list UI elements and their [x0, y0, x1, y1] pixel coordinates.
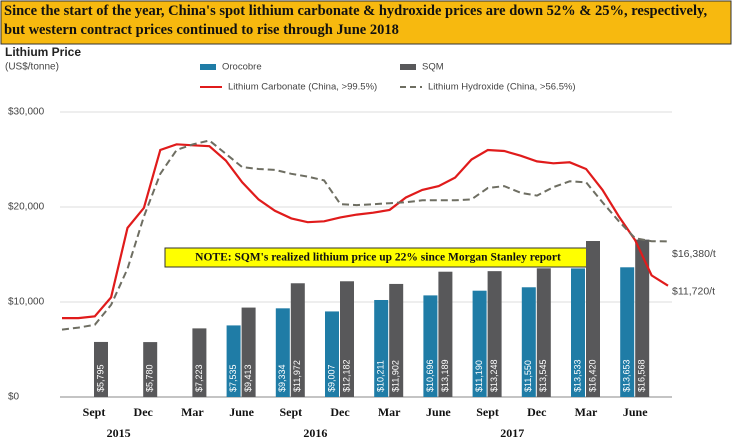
bar-value-label: $5,795 — [95, 364, 105, 392]
bar — [389, 283, 404, 397]
bar — [586, 241, 600, 397]
x-tick-label: Sept — [83, 405, 106, 419]
x-tick-label: Dec — [134, 405, 154, 419]
legend-label: SQM — [422, 62, 444, 73]
line — [61, 139, 669, 331]
year-label: 2016 — [303, 426, 327, 440]
bar-value-label: $13,533 — [572, 359, 582, 392]
x-tick-label: Sept — [476, 405, 499, 419]
x-tick-label: Dec — [330, 405, 350, 419]
title-banner — [0, 0, 732, 45]
bar-value-label: $9,007 — [326, 364, 336, 392]
year-label: 2017 — [500, 426, 524, 440]
x-tick-label: June — [426, 405, 451, 419]
bar — [340, 281, 354, 397]
bar — [571, 268, 585, 397]
bar — [325, 311, 339, 397]
note: NOTE: SQM's realized lithium price up 22… — [195, 252, 561, 264]
x-tick-label: Mar — [181, 405, 204, 419]
bar-value-label: $7,535 — [228, 364, 238, 392]
bar-value-label: $11,190 — [474, 360, 484, 392]
chart-title: Since the start of the year, China's spo… — [4, 3, 708, 38]
x-tick-label: Mar — [575, 405, 598, 419]
bar — [226, 325, 241, 397]
legend-label: Lithium Carbonate (China, >99.5%) — [228, 82, 377, 93]
bar-value-label: $16,568 — [637, 359, 647, 392]
year-label: 2015 — [107, 426, 131, 440]
y-tick-label: $0 — [8, 392, 20, 403]
bar-value-label: $13,545 — [538, 359, 548, 392]
x-tick-label: June — [229, 405, 254, 419]
bar-value-label: $16,420 — [587, 359, 597, 392]
bar — [472, 290, 487, 397]
x-tick-label: Mar — [378, 405, 401, 419]
bar — [192, 328, 207, 397]
title-wrap: Since the start of the year, China's spo… — [4, 3, 708, 38]
bar — [290, 283, 305, 397]
bar-value-label: $12,182 — [341, 359, 351, 392]
bar-value-label: $11,902 — [391, 360, 401, 392]
legend-label: Orocobre — [222, 62, 262, 73]
x-tick-label: Sept — [279, 405, 302, 419]
bar — [374, 299, 389, 397]
bar-value-label: $5,780 — [145, 364, 155, 392]
bar — [438, 271, 453, 397]
y-tick-label: $30,000 — [8, 107, 45, 118]
bar — [620, 267, 635, 397]
bar-value-label: $9,334 — [277, 364, 287, 392]
bar-value-label: $10,211 — [376, 360, 386, 392]
y-label: Lithium Price — [5, 45, 81, 59]
line — [62, 143, 669, 320]
bar — [635, 239, 650, 397]
bar-value-label: $13,189 — [440, 359, 450, 392]
end-label: $11,720/t — [672, 285, 715, 297]
x-tick-label: June — [623, 405, 648, 419]
bar-value-label: $11,972 — [292, 360, 302, 392]
legend-swatch — [200, 64, 216, 70]
y-unit: (US$/tonne) — [5, 62, 59, 73]
bar — [487, 271, 502, 397]
bar-value-label: $11,550 — [523, 360, 533, 392]
bar-value-label: $13,653 — [622, 359, 632, 392]
bar — [241, 307, 256, 397]
bar — [143, 342, 158, 397]
y-tick-label: $20,000 — [8, 202, 45, 213]
legend-swatch — [400, 64, 416, 70]
bar-value-label: $13,248 — [489, 359, 499, 392]
bar — [536, 268, 551, 397]
x-tick-label: Dec — [527, 405, 547, 419]
end-label: $16,380/t — [672, 248, 716, 260]
bar — [521, 287, 536, 397]
legend-label: Lithium Hydroxide (China, >56.5%) — [428, 82, 576, 93]
bar — [275, 308, 290, 397]
y-tick-label: $10,000 — [8, 297, 45, 308]
bar — [423, 295, 438, 397]
bar-value-label: $9,413 — [243, 364, 253, 392]
bar-value-label: $10,696 — [425, 359, 435, 392]
bar-value-label: $7,223 — [194, 364, 204, 392]
bar — [94, 341, 108, 397]
